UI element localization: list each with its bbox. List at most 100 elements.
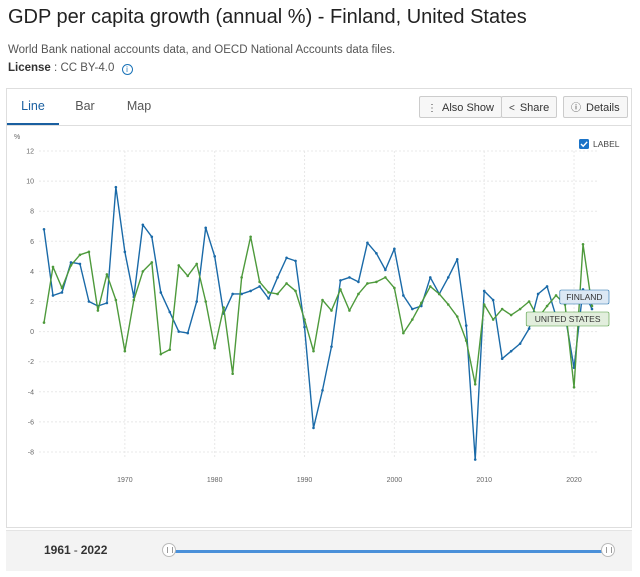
data-point[interactable] xyxy=(455,258,459,261)
data-point[interactable] xyxy=(312,426,315,430)
data-point[interactable] xyxy=(78,253,82,257)
data-point[interactable] xyxy=(518,307,522,311)
data-point[interactable] xyxy=(509,313,513,317)
data-point[interactable] xyxy=(303,318,306,321)
data-point[interactable] xyxy=(491,318,495,321)
data-point[interactable] xyxy=(213,346,216,350)
data-point[interactable] xyxy=(428,276,432,279)
data-point[interactable] xyxy=(402,331,405,335)
range-end-handle[interactable] xyxy=(601,543,615,557)
data-point[interactable] xyxy=(545,285,549,288)
data-point[interactable] xyxy=(204,226,208,230)
data-point[interactable] xyxy=(42,227,46,231)
data-point[interactable] xyxy=(132,298,136,302)
data-point[interactable] xyxy=(222,306,225,309)
data-point[interactable] xyxy=(150,235,154,239)
data-point[interactable] xyxy=(123,250,127,254)
data-point[interactable] xyxy=(87,250,91,254)
tab-map[interactable]: Map xyxy=(126,99,152,113)
data-point[interactable] xyxy=(402,294,405,297)
data-point[interactable] xyxy=(285,256,288,260)
data-point[interactable] xyxy=(348,309,351,312)
data-point[interactable] xyxy=(437,292,441,296)
data-point[interactable] xyxy=(69,264,73,267)
data-point[interactable] xyxy=(393,286,396,290)
data-point[interactable] xyxy=(258,285,261,288)
data-point[interactable] xyxy=(69,261,73,264)
data-point[interactable] xyxy=(240,292,243,296)
data-point[interactable] xyxy=(572,385,576,389)
data-point[interactable] xyxy=(240,276,243,279)
data-point[interactable] xyxy=(249,235,252,239)
data-point[interactable] xyxy=(464,339,468,342)
data-point[interactable] xyxy=(366,282,369,285)
data-point[interactable] xyxy=(276,276,279,279)
data-point[interactable] xyxy=(348,276,351,279)
data-point[interactable] xyxy=(384,276,387,279)
series-line-united-states[interactable] xyxy=(43,236,593,388)
data-point[interactable] xyxy=(285,282,288,285)
data-point[interactable] xyxy=(186,274,190,278)
data-point[interactable] xyxy=(294,289,297,293)
data-point[interactable] xyxy=(204,300,208,303)
data-point[interactable] xyxy=(581,243,585,246)
data-point[interactable] xyxy=(330,309,333,312)
data-point[interactable] xyxy=(294,259,297,263)
data-point[interactable] xyxy=(186,331,190,335)
data-point[interactable] xyxy=(123,349,127,353)
data-point[interactable] xyxy=(114,185,118,189)
data-point[interactable] xyxy=(141,270,145,273)
data-point[interactable] xyxy=(168,348,172,351)
data-point[interactable] xyxy=(159,352,163,356)
data-point[interactable] xyxy=(545,304,549,308)
data-point[interactable] xyxy=(393,247,396,251)
data-point[interactable] xyxy=(267,297,270,300)
data-point[interactable] xyxy=(339,279,342,282)
data-point[interactable] xyxy=(455,315,459,318)
data-point[interactable] xyxy=(195,300,199,303)
data-point[interactable] xyxy=(177,330,181,333)
data-point[interactable] xyxy=(482,289,486,293)
data-point[interactable] xyxy=(303,325,306,329)
also-show-button[interactable]: ⋮ Also Show xyxy=(419,96,502,118)
data-point[interactable] xyxy=(518,342,522,345)
label-checkbox[interactable] xyxy=(579,139,589,149)
data-point[interactable] xyxy=(249,289,252,293)
data-point[interactable] xyxy=(411,307,414,311)
info-icon[interactable]: i xyxy=(121,64,133,75)
data-point[interactable] xyxy=(590,304,594,308)
data-point[interactable] xyxy=(276,292,279,296)
label-toggle[interactable]: LABEL xyxy=(579,139,620,149)
share-button[interactable]: < Share xyxy=(501,96,558,118)
data-point[interactable] xyxy=(105,273,109,276)
data-point[interactable] xyxy=(357,292,360,296)
data-point[interactable] xyxy=(258,280,261,284)
data-point[interactable] xyxy=(105,301,109,305)
data-point[interactable] xyxy=(96,309,100,312)
data-point[interactable] xyxy=(51,294,55,297)
data-point[interactable] xyxy=(554,294,558,297)
data-point[interactable] xyxy=(141,223,145,227)
data-point[interactable] xyxy=(500,307,504,311)
data-point[interactable] xyxy=(464,324,468,327)
data-point[interactable] xyxy=(366,241,369,245)
data-point[interactable] xyxy=(491,298,495,302)
data-point[interactable] xyxy=(420,301,423,305)
data-point[interactable] xyxy=(357,280,360,284)
data-point[interactable] xyxy=(482,303,486,306)
data-point[interactable] xyxy=(500,357,504,360)
data-point[interactable] xyxy=(213,255,216,258)
data-point[interactable] xyxy=(267,291,270,294)
data-point[interactable] xyxy=(473,458,477,461)
data-point[interactable] xyxy=(411,318,414,321)
data-point[interactable] xyxy=(527,300,531,303)
data-point[interactable] xyxy=(231,372,234,376)
data-point[interactable] xyxy=(177,264,181,267)
data-point[interactable] xyxy=(527,327,531,330)
data-point[interactable] xyxy=(473,382,477,386)
data-point[interactable] xyxy=(159,291,163,294)
data-point[interactable] xyxy=(60,291,64,294)
data-point[interactable] xyxy=(536,292,540,296)
range-start-handle[interactable] xyxy=(162,543,176,557)
data-point[interactable] xyxy=(590,307,594,311)
